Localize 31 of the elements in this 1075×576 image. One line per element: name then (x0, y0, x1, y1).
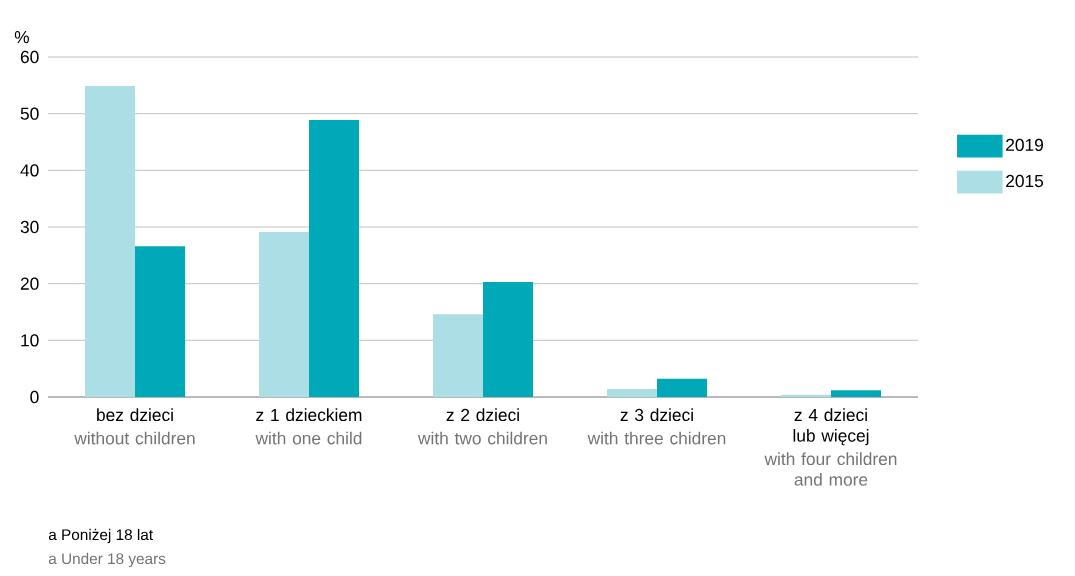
bar (85, 85, 135, 397)
y-axis-title: % (14, 31, 29, 44)
x-tick-label: z 3 dzieci (620, 408, 693, 422)
text: a Poniżej 18 lat (48, 528, 153, 544)
text: with two children (417, 431, 547, 445)
text: with one child (255, 431, 362, 445)
text: with three chidren (587, 431, 726, 445)
y-tick-label: 20 (20, 277, 39, 290)
y-tick-label: 10 (21, 334, 39, 347)
y-tick-label: 60 (20, 50, 39, 64)
y-tick-label: 50 (20, 107, 39, 120)
text: a Under 18 years (48, 552, 166, 568)
x-tick-label: bez dzieci (97, 408, 173, 422)
bar (657, 378, 707, 397)
bar (483, 281, 534, 397)
bar (831, 390, 881, 397)
x-tick-label: z 2 dzieci (446, 408, 519, 422)
text: without children (74, 431, 195, 445)
y-tick-label: 40 (20, 164, 39, 177)
bar (309, 119, 359, 397)
y-tick-label: 30 (20, 220, 39, 234)
bar (607, 389, 657, 397)
bar (259, 232, 309, 397)
bar (433, 314, 483, 397)
text: with four children and more (764, 452, 897, 486)
legend-label: 2019 (1006, 138, 1043, 152)
y-tick-label: 0 (30, 390, 39, 404)
legend-label: 2015 (1006, 174, 1044, 188)
bar (135, 246, 186, 397)
x-tick-label: z 1 dzieckiem (256, 408, 362, 422)
x-tick-label: z 4 dzieci lub więcej (793, 408, 869, 446)
